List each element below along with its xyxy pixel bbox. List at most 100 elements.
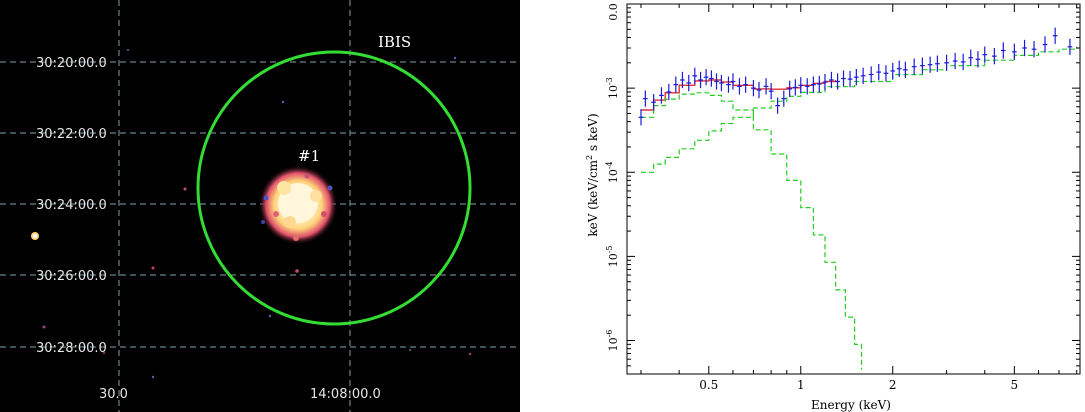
model-curve (641, 92, 863, 370)
data-point (804, 78, 810, 95)
plot-frame (626, 3, 1081, 375)
data-point (798, 77, 804, 94)
dec-label: 30:26:00.0 (36, 269, 107, 284)
data-point (919, 57, 925, 74)
spectrum-chart: 0.5 1 2 510-610-510-410-30.0 Energy (keV) k… (585, 3, 1081, 412)
dec-label: 30:22:00.0 (36, 127, 107, 142)
y-tick-base: 10 (607, 85, 620, 99)
data-point (692, 67, 698, 84)
data-point (975, 51, 981, 68)
data-point (860, 67, 866, 84)
dec-label: 30:24:00.0 (36, 198, 107, 213)
model-curve (641, 79, 837, 111)
data-point (982, 46, 988, 63)
background-sources (31, 49, 472, 379)
data-point (756, 81, 762, 99)
point-source (409, 349, 411, 351)
data-point (835, 73, 840, 90)
data-point (822, 73, 828, 91)
point-source (295, 269, 299, 273)
point-source (453, 56, 457, 60)
y-tick-label: 10-5 (605, 245, 620, 267)
data-point (726, 76, 731, 93)
data-point (1011, 43, 1017, 60)
dec-axis-labels: 30:20:00.0 30:22:00.0 30:24:00.0 30:26:0… (36, 56, 107, 356)
data-point (743, 76, 748, 93)
source-knot (277, 181, 291, 195)
data-point (642, 90, 648, 107)
data-point (944, 54, 949, 71)
point-source (281, 100, 285, 104)
y-tick-base: 0.0 (607, 3, 620, 21)
data-point (763, 78, 769, 95)
data-point (751, 79, 756, 97)
data-point (1022, 39, 1027, 57)
point-source (103, 352, 105, 354)
x-tick-label: 0.5 (699, 378, 718, 392)
data-point (868, 66, 874, 83)
source-knot (284, 216, 296, 228)
ra-label: 30.0 (99, 387, 128, 402)
data-point (829, 71, 834, 89)
data-point (903, 61, 908, 78)
data-point (703, 69, 709, 86)
source-knot (261, 220, 265, 224)
data-point (968, 49, 974, 66)
x-tick-label: 1 (797, 378, 805, 392)
y-label-main: keV (keV/cm (586, 159, 600, 236)
point-source (127, 49, 129, 51)
data-point (911, 58, 917, 75)
y-tick-base: 10 (607, 169, 620, 183)
data-point (686, 74, 692, 92)
data-point (816, 75, 822, 93)
plot-border (626, 3, 1081, 375)
y-tick-exponent: -3 (605, 77, 614, 85)
data-point (787, 80, 793, 98)
y-tick-label: 10-4 (605, 161, 620, 183)
source-label: #1 (298, 147, 320, 165)
data-point (730, 73, 736, 90)
data-point (638, 109, 644, 126)
x-tick-label: 5 (1011, 378, 1019, 392)
data-point (811, 76, 816, 93)
model-curve (641, 46, 1078, 173)
data-points (638, 27, 1073, 126)
data-point (927, 56, 933, 73)
data-point (659, 87, 664, 104)
data-point (1052, 27, 1058, 44)
source-knot (327, 185, 333, 191)
data-point (896, 60, 902, 77)
data-point (709, 70, 714, 87)
source-knot (321, 211, 327, 217)
point-source (468, 352, 472, 356)
ra-label: 14:08:00.0 (310, 387, 381, 402)
source-knot (263, 195, 269, 201)
point-source (183, 187, 187, 191)
extended-source (258, 165, 338, 245)
x-axis-label: Energy (keV) (811, 398, 891, 412)
data-point (781, 90, 787, 107)
data-point (890, 62, 896, 80)
data-point (991, 47, 997, 65)
instrument-label: IBIS (378, 33, 411, 51)
data-point (952, 52, 958, 70)
point-source (42, 325, 46, 329)
dec-label: 30:28:00.0 (36, 341, 107, 356)
y-axis-label: keV (keV/cm2 s keV) (585, 113, 600, 236)
data-point (651, 94, 656, 111)
ibis-error-circle (196, 50, 472, 326)
data-point (1042, 36, 1048, 53)
y-tick-label: 10-6 (605, 330, 620, 352)
point-source (33, 234, 37, 238)
y-tick-label: 10-3 (605, 77, 620, 99)
y-tick-base: 10 (607, 337, 620, 351)
source-knot (304, 173, 310, 179)
data-point (883, 65, 889, 82)
data-point (1031, 41, 1037, 58)
data-point (841, 70, 846, 87)
data-point (847, 70, 853, 88)
ra-axis-labels: 30.0 14:08:00.0 (99, 387, 381, 402)
y-tick-base: 10 (607, 253, 620, 267)
data-point (1067, 38, 1073, 55)
data-point (960, 53, 966, 71)
